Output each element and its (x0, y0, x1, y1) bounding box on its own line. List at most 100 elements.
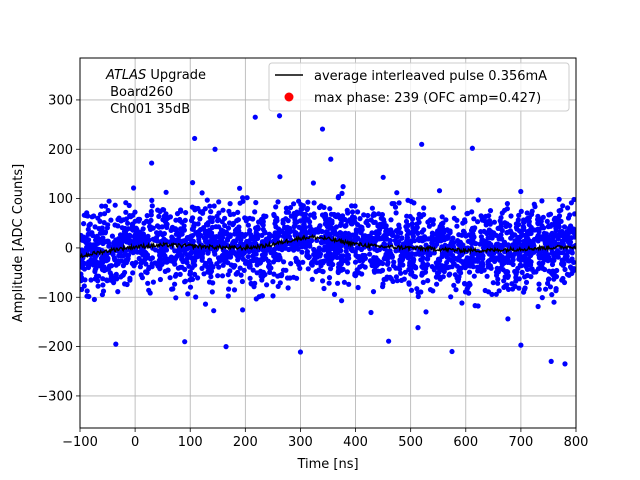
noise-point (252, 241, 258, 247)
noise-point (207, 203, 213, 209)
noise-point (358, 246, 365, 253)
noise-point (493, 255, 499, 261)
noise-point (488, 265, 494, 271)
noise-point (568, 223, 574, 229)
noise-point (294, 211, 300, 217)
legend-dot-swatch (284, 92, 294, 102)
noise-point (393, 210, 399, 216)
noise-point (462, 217, 468, 223)
noise-point (430, 221, 436, 227)
legend-box (268, 62, 570, 112)
noise-point (266, 231, 272, 237)
noise-point (333, 224, 339, 230)
noise-point (523, 263, 529, 270)
noise-point (115, 289, 121, 295)
noise-point (341, 279, 347, 285)
noise-point (238, 240, 244, 246)
axis-ticks: −100 0 100 200 300 400 500 600 700 800 −300 −200 −10… (37, 93, 588, 450)
noise-point (362, 264, 368, 270)
noise-point (388, 254, 394, 260)
noise-point (167, 214, 173, 220)
noise-point (169, 286, 175, 292)
noise-point (259, 277, 265, 283)
noise-point (320, 269, 326, 275)
noise-point (300, 203, 306, 209)
noise-point (466, 269, 473, 275)
noise-point (225, 293, 231, 299)
noise-point (538, 262, 545, 268)
noise-point (568, 200, 575, 206)
noise-point (521, 219, 527, 225)
noise-point (572, 234, 576, 240)
noise-point (138, 272, 144, 278)
noise-point (469, 209, 475, 215)
noise-point (172, 281, 178, 287)
noise-point (564, 271, 571, 277)
noise-point (524, 272, 531, 279)
noise-point (435, 235, 441, 242)
noise-point (80, 286, 85, 293)
noise-point (262, 251, 268, 257)
noise-point (415, 325, 421, 331)
x-tick-label: −100 (62, 435, 98, 450)
noise-point (227, 201, 233, 207)
noise-point (146, 266, 152, 272)
noise-point (120, 272, 126, 278)
noise-point (123, 209, 129, 215)
noise-point (85, 226, 91, 232)
noise-point (307, 243, 313, 249)
noise-point (106, 198, 112, 204)
noise-point (377, 225, 383, 231)
noise-point (231, 287, 238, 293)
noise-point (498, 232, 504, 238)
noise-point (239, 278, 245, 285)
noise-point (405, 197, 411, 203)
noise-point (88, 277, 94, 283)
noise-point (553, 225, 559, 231)
noise-point (227, 279, 233, 285)
noise-point (285, 285, 291, 291)
noise-point (437, 225, 443, 231)
noise-point (117, 232, 124, 238)
noise-point (459, 300, 465, 306)
noise-point (403, 218, 410, 225)
noise-point (260, 226, 266, 232)
noise-point (306, 239, 312, 245)
noise-point (340, 266, 346, 272)
noise-point (352, 272, 358, 278)
noise-point (102, 203, 109, 209)
noise-point (365, 212, 371, 219)
noise-point (386, 266, 392, 272)
noise-point (215, 273, 221, 279)
noise-point (81, 266, 88, 272)
noise-point (501, 278, 507, 284)
noise-point (352, 203, 358, 209)
annotation-line-3: Ch001 35dB (106, 102, 190, 117)
noise-point (169, 234, 175, 240)
noise-point (504, 201, 510, 207)
noise-point (542, 233, 548, 239)
noise-point (442, 242, 448, 248)
noise-point (149, 255, 155, 261)
noise-point (283, 205, 289, 211)
noise-point (274, 215, 280, 221)
noise-point (264, 282, 270, 288)
noise-point (140, 258, 146, 264)
noise-point (542, 250, 548, 256)
noise-point (251, 284, 257, 290)
noise-point (237, 185, 243, 191)
noise-point (319, 258, 326, 265)
noise-point (394, 278, 400, 284)
noise-point (297, 218, 303, 224)
noise-point (127, 277, 133, 283)
noise-point (111, 255, 117, 261)
annotation-atlas: ATLAS (105, 68, 146, 83)
y-tick-label: −200 (37, 340, 73, 355)
noise-point (273, 256, 279, 262)
noise-point (323, 229, 330, 235)
noise-point (209, 215, 216, 221)
noise-point (190, 180, 196, 186)
noise-point (389, 201, 395, 207)
noise-point (99, 203, 105, 209)
